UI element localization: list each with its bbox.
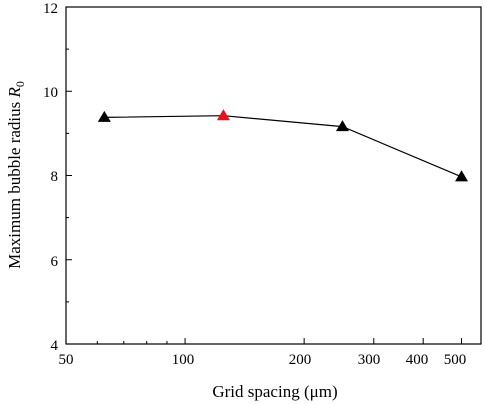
y-axis-subscript: 0 bbox=[13, 81, 27, 87]
y-tick-label: 10 bbox=[43, 85, 58, 101]
x-tick-label: 300 bbox=[358, 352, 381, 368]
y-tick-label: 8 bbox=[51, 169, 59, 185]
data-point-marker bbox=[335, 120, 349, 132]
data-point-marker bbox=[97, 110, 111, 122]
x-tick-label: 100 bbox=[172, 352, 195, 368]
y-tick-label: 6 bbox=[51, 254, 59, 270]
y-tick-label: 4 bbox=[51, 338, 59, 354]
data-point-marker bbox=[455, 170, 469, 182]
x-tick-label: 200 bbox=[289, 352, 312, 368]
y-tick-labels: 4 6 8 10 12 bbox=[43, 1, 59, 354]
series-line bbox=[104, 115, 462, 178]
y-tick-label: 12 bbox=[43, 1, 58, 17]
x-tick-label: 500 bbox=[444, 352, 467, 368]
x-tick-labels: 50 100 200 300 400 500 bbox=[59, 352, 467, 368]
data-point-marker bbox=[216, 109, 230, 121]
x-axis-title: Grid spacing (μm) bbox=[212, 382, 337, 401]
y-axis-title-text: Maximum bubble radius bbox=[5, 102, 24, 269]
x-tick-label: 50 bbox=[59, 352, 74, 368]
y-axis-symbol: R bbox=[5, 86, 24, 98]
y-axis-title: Maximum bubble radius R0 bbox=[5, 81, 27, 269]
x-tick-label: 400 bbox=[406, 352, 429, 368]
plot-frame bbox=[65, 6, 482, 345]
